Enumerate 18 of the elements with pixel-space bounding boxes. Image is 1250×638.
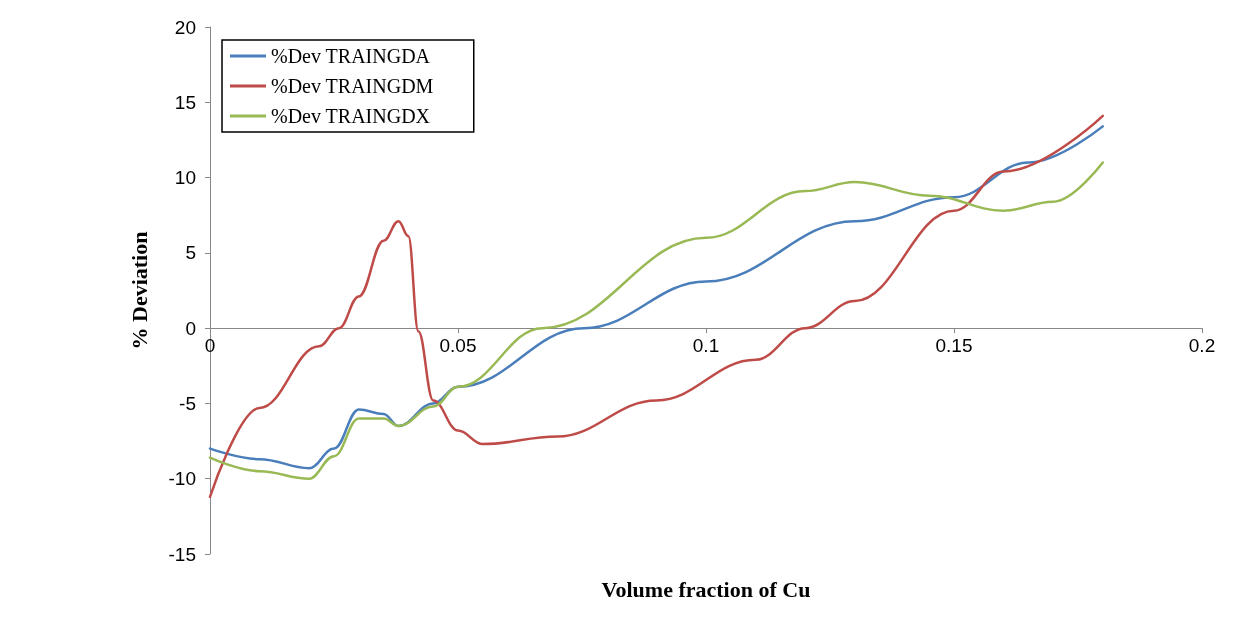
y-axis-title: % Deviation <box>126 231 152 350</box>
y-tick-label: -15 <box>168 543 196 565</box>
y-tick-label: 5 <box>185 242 196 264</box>
y-tick-label: 20 <box>174 16 196 38</box>
x-tick-label: 0.15 <box>935 335 973 357</box>
y-tick-label: -10 <box>168 468 196 490</box>
x-axis-title: Volume fraction of Cu <box>601 576 811 602</box>
y-tick-label: 15 <box>174 91 196 113</box>
legend-label: %Dev TRAINGDM <box>271 75 434 97</box>
x-tick-label: 0.05 <box>439 335 477 357</box>
x-tick-label: 0 <box>204 335 216 357</box>
y-tick-label: 0 <box>185 317 196 339</box>
x-tick-label: 0.2 <box>1188 335 1216 357</box>
y-tick-label: 10 <box>174 167 196 189</box>
x-tick-label: 0.1 <box>692 335 720 357</box>
legend-label: %Dev TRAINGDA <box>271 45 431 67</box>
legend-label: %Dev TRAINGDX <box>271 105 431 127</box>
y-tick-label: -5 <box>179 392 196 414</box>
